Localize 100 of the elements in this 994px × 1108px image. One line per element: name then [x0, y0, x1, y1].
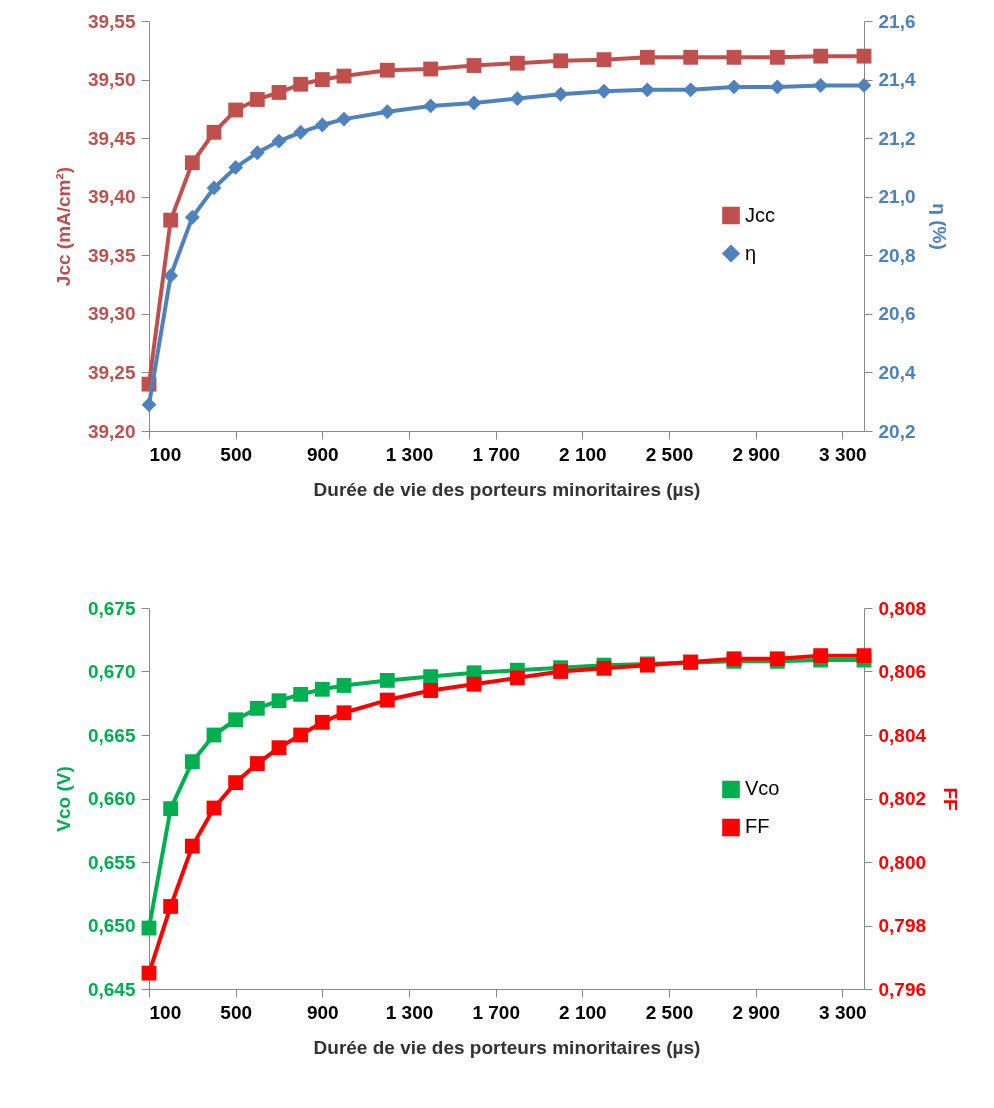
- point: [314, 714, 330, 730]
- point: [379, 692, 395, 708]
- y-tick-label: 0,665: [87, 724, 136, 746]
- point: [466, 676, 482, 692]
- x-tick-label: 1 700: [472, 1001, 520, 1023]
- y-tick-label: 39,50: [87, 69, 136, 91]
- y2-tick-label: 0,804: [878, 724, 927, 746]
- point: [293, 686, 309, 702]
- y-tick-label: 39,40: [87, 186, 136, 208]
- x-tick-label: 1 300: [385, 1001, 434, 1023]
- legend-label: η: [745, 241, 757, 264]
- x-tick-label: 2 500: [645, 1001, 694, 1023]
- point: [423, 98, 439, 114]
- point: [314, 72, 330, 87]
- point: [726, 49, 742, 65]
- y2-tick-label: 20,8: [878, 244, 916, 266]
- point: [726, 79, 742, 95]
- y2-tick-label: 0,806: [878, 661, 927, 682]
- x-tick-label: 1 700: [472, 443, 520, 465]
- x-tick-label: 2 100: [559, 1001, 607, 1023]
- x-tick-label: 2 100: [559, 443, 607, 465]
- point: [423, 669, 439, 684]
- x-tick-label: 100: [149, 1001, 182, 1023]
- y2-tick-label: 20,2: [878, 420, 916, 442]
- point: [271, 740, 287, 756]
- point: [163, 212, 179, 228]
- point: [249, 145, 265, 161]
- y-tick-label: 39,55: [87, 10, 136, 32]
- point: [293, 727, 309, 743]
- y-tick-label: 39,45: [87, 127, 136, 149]
- point: [228, 160, 244, 175]
- point: [683, 49, 699, 65]
- point: [553, 53, 569, 69]
- y-tick-label: 0,675: [87, 597, 136, 619]
- point: [228, 775, 244, 791]
- y2-tick-label: 21,4: [878, 69, 916, 91]
- y-tick-label: 39,20: [87, 420, 136, 442]
- point: [683, 82, 699, 98]
- point: [596, 52, 612, 68]
- point: [509, 91, 525, 107]
- point: [596, 83, 612, 99]
- point: [228, 712, 244, 728]
- point: [466, 95, 482, 111]
- y2-tick-label: 20,4: [878, 361, 916, 383]
- x-axis-title: Durée de vie des porteurs minoritaires (µs): [313, 478, 701, 500]
- x-tick-label: 500: [220, 443, 253, 465]
- point: [813, 648, 829, 664]
- point: [249, 92, 265, 107]
- y-tick-label: 0,670: [87, 661, 136, 682]
- y2-tick-label: 0,798: [878, 915, 927, 936]
- point: [423, 683, 439, 698]
- point: [184, 754, 200, 770]
- y-tick-label: 39,35: [87, 244, 136, 266]
- point: [293, 76, 309, 92]
- point: [769, 49, 785, 65]
- point: [271, 133, 287, 149]
- point: [163, 268, 179, 284]
- point: [163, 899, 179, 914]
- y2-axis-title: η (%): [929, 203, 951, 250]
- point: [856, 648, 872, 664]
- point: [293, 124, 309, 140]
- x-axis-title: Durée de vie des porteurs minoritaires (µs): [313, 1036, 701, 1058]
- x-tick-label: 500: [220, 1001, 253, 1023]
- y-tick-label: 39,30: [87, 303, 136, 325]
- point: [509, 55, 525, 71]
- point: [466, 58, 482, 73]
- point: [553, 664, 569, 679]
- y-axis-title: Vco (V): [52, 766, 74, 832]
- point: [813, 78, 829, 93]
- point: [813, 48, 829, 64]
- point: [336, 111, 352, 127]
- point: [228, 102, 244, 118]
- point: [336, 705, 352, 721]
- point: [639, 82, 655, 98]
- legend-label: Vco: [745, 777, 780, 800]
- y-tick-label: 0,645: [87, 978, 136, 1000]
- x-tick-label: 3 300: [819, 1001, 867, 1023]
- y2-tick-label: 0,808: [878, 597, 927, 619]
- x-tick-label: 100: [149, 443, 182, 465]
- point: [509, 670, 525, 686]
- point: [184, 209, 200, 225]
- point: [163, 801, 179, 817]
- y2-axis-title: FF: [940, 787, 962, 811]
- point: [379, 104, 395, 120]
- y-tick-label: 0,660: [87, 788, 136, 809]
- point: [314, 117, 330, 133]
- y-tick-label: 39,25: [87, 361, 136, 383]
- legend-label: FF: [745, 815, 770, 838]
- point: [206, 180, 222, 196]
- y-axis-title: Jcc (mA/cm²): [52, 166, 74, 287]
- point: [271, 693, 287, 709]
- x-tick-label: 2 500: [645, 443, 694, 465]
- x-tick-label: 900: [306, 1001, 339, 1023]
- x-tick-label: 3 300: [819, 443, 867, 465]
- point: [271, 85, 287, 100]
- point: [379, 62, 395, 78]
- point: [249, 756, 265, 771]
- y-tick-label: 0,655: [87, 851, 136, 873]
- legend-label: Jcc: [745, 203, 775, 226]
- point: [314, 681, 330, 697]
